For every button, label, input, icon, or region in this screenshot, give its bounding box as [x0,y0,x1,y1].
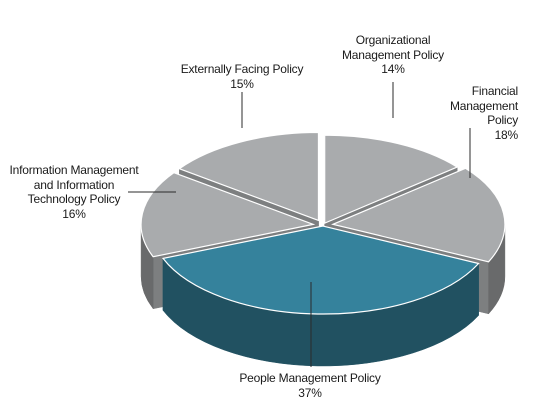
slice-percent: 37% [298,385,322,400]
slice-label-organizational-management: Organizational Management Policy 14% [318,33,468,77]
slice-name: Externally Facing Policy [180,62,304,76]
slice-name: Information Management and Information T… [9,163,139,206]
slice-label-people-management: People Management Policy 37% [215,371,405,400]
slice-top [161,225,480,315]
slice-top [331,167,506,263]
slice-percent: 18% [494,127,519,142]
pie-slice-people-management-policy [161,225,480,367]
slice-label-externally-facing: Externally Facing Policy 15% [172,62,312,91]
slice-top [178,131,320,222]
slice-top [324,134,459,225]
slice-top [140,171,316,258]
slice-label-financial-management: Financial Management Policy 18% [430,84,518,142]
slice-name: People Management Policy [239,371,381,385]
slice-label-information-management: Information Management and Information T… [0,163,148,221]
slice-percent: 14% [381,62,405,76]
slice-percent: 15% [230,76,254,91]
slice-percent: 16% [62,206,86,221]
slice-name: Financial Management Policy [449,84,518,127]
slice-name: Organizational Management Policy [342,33,444,62]
